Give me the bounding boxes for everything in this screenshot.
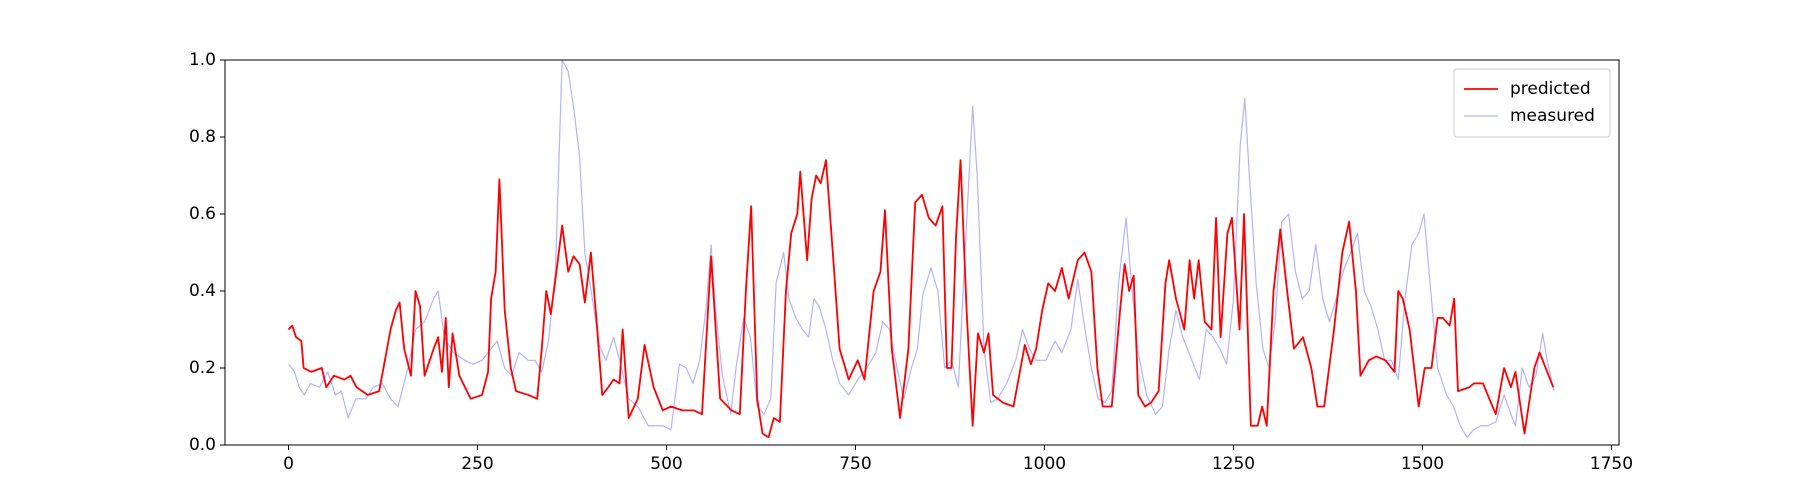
y-tick-label: 0.0: [189, 435, 216, 455]
data-line: [288, 60, 1555, 438]
x-tick-label: 1500: [1401, 454, 1444, 474]
legend-label: measured: [1510, 106, 1595, 126]
legend-label: predicted: [1510, 79, 1591, 99]
legend: predicted measured: [1453, 68, 1611, 138]
x-tick-label: 1000: [1023, 454, 1066, 474]
x-tick-label: 1250: [1212, 454, 1255, 474]
y-tick-label: 0.8: [189, 127, 216, 147]
y-tick-label: 0.4: [189, 281, 216, 301]
y-tick-label: 1.0: [189, 50, 216, 70]
data-line: [287, 159, 1555, 439]
y-tick-label: 0.6: [189, 204, 216, 224]
x-tick-label: 500: [650, 454, 682, 474]
x-tick-label: 250: [461, 454, 493, 474]
plot-frame: [224, 59, 1620, 446]
x-tick-label: 0: [283, 454, 294, 474]
x-tick-label: 750: [839, 454, 871, 474]
legend-frame: [1453, 68, 1611, 138]
x-tick-label: 1750: [1590, 454, 1633, 474]
y-tick-label: 0.2: [189, 358, 216, 378]
